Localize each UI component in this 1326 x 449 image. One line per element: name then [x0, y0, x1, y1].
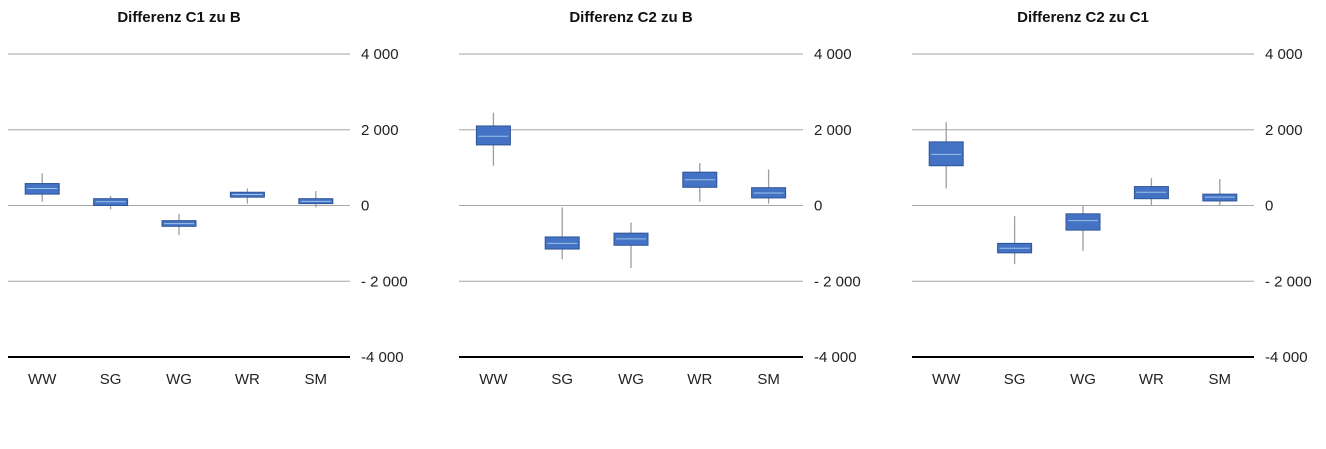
y-tick-label: 0 — [814, 198, 822, 215]
box-ww — [475, 125, 511, 146]
chart-panel-3: Differenz C2 zu C1 4 000 2 000 0 - 2 000 -4 0… — [912, 9, 1312, 388]
y-tick-label: 2 000 — [361, 122, 399, 139]
y-tick-label: 0 — [1265, 198, 1273, 215]
x-tick-label: SM — [305, 371, 328, 388]
x-tick-label: WW — [479, 371, 508, 388]
x-tick-label: WR — [1139, 371, 1164, 388]
y-tick-label: -4 000 — [1265, 349, 1308, 366]
x-tick-label: WW — [932, 371, 961, 388]
box-wg — [1065, 213, 1101, 231]
y-tick-label: - 2 000 — [1265, 273, 1312, 290]
y-tick-label: 0 — [361, 198, 369, 215]
x-tick-label: WG — [618, 371, 644, 388]
x-tick-label: SG — [1004, 371, 1026, 388]
y-tick-label: -4 000 — [361, 349, 404, 366]
x-tick-label: WG — [166, 371, 192, 388]
chart-title: Differenz C2 zu C1 — [1017, 9, 1149, 26]
chart-title: Differenz C2 zu B — [569, 9, 693, 26]
y-tick-label: - 2 000 — [361, 273, 408, 290]
y-tick-label: -4 000 — [814, 349, 857, 366]
chart-title: Differenz C1 zu B — [117, 9, 241, 26]
x-tick-label: SG — [100, 371, 122, 388]
box-ww — [928, 141, 964, 167]
y-tick-label: 4 000 — [814, 46, 852, 63]
y-tick-label: - 2 000 — [814, 273, 861, 290]
y-tick-label: 4 000 — [361, 46, 399, 63]
x-tick-label: WG — [1070, 371, 1096, 388]
x-tick-label: WR — [235, 371, 260, 388]
y-tick-label: 2 000 — [814, 122, 852, 139]
chart-panel-2: Differenz C2 zu B 4 000 2 000 0 - 2 000 -4 00… — [459, 9, 861, 388]
x-tick-label: SM — [1209, 371, 1232, 388]
x-tick-label: SM — [757, 371, 780, 388]
x-tick-label: WR — [687, 371, 712, 388]
y-tick-label: 2 000 — [1265, 122, 1303, 139]
chart-panel-1: Differenz C1 zu B 4 000 2 000 0 - 2 000 -4 00… — [8, 9, 408, 388]
x-tick-label: WW — [28, 371, 57, 388]
x-tick-label: SG — [551, 371, 573, 388]
y-tick-label: 4 000 — [1265, 46, 1303, 63]
